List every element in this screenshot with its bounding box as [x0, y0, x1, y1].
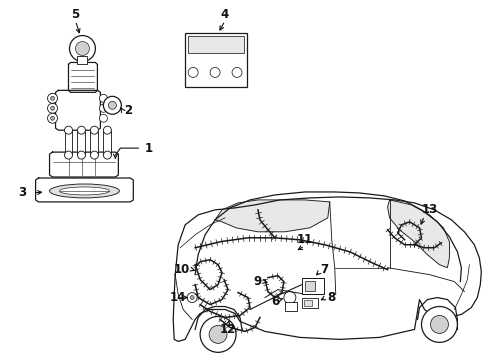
Text: 2: 2 — [124, 104, 132, 117]
Text: 5: 5 — [72, 8, 79, 21]
Circle shape — [70, 36, 96, 62]
Circle shape — [232, 67, 242, 77]
Circle shape — [210, 67, 220, 77]
Text: 14: 14 — [170, 291, 186, 304]
Circle shape — [103, 126, 111, 134]
Circle shape — [65, 126, 73, 134]
Circle shape — [48, 113, 57, 123]
Circle shape — [187, 293, 197, 302]
Bar — [77, 130, 85, 155]
Bar — [77, 57, 87, 64]
Circle shape — [431, 315, 448, 333]
Circle shape — [188, 67, 198, 77]
Circle shape — [99, 94, 107, 102]
Circle shape — [421, 306, 457, 342]
Ellipse shape — [49, 184, 120, 198]
Text: 7: 7 — [321, 263, 329, 276]
Circle shape — [200, 316, 236, 352]
Circle shape — [190, 296, 194, 300]
Circle shape — [50, 106, 54, 110]
Bar — [185, 32, 247, 87]
Polygon shape — [49, 152, 119, 177]
Bar — [188, 36, 244, 54]
Bar — [285, 302, 297, 311]
Bar — [302, 278, 324, 293]
Circle shape — [91, 151, 98, 159]
Circle shape — [77, 126, 85, 134]
Polygon shape — [215, 200, 330, 232]
Text: 13: 13 — [421, 203, 438, 216]
Text: 9: 9 — [254, 275, 262, 288]
Text: 4: 4 — [221, 8, 229, 21]
Circle shape — [48, 93, 57, 103]
Text: 11: 11 — [297, 233, 313, 246]
Circle shape — [99, 104, 107, 112]
Text: 1: 1 — [144, 141, 152, 155]
Polygon shape — [388, 200, 449, 268]
Circle shape — [50, 96, 54, 100]
Text: 8: 8 — [328, 291, 336, 304]
Bar — [305, 280, 315, 291]
Polygon shape — [36, 178, 133, 202]
Ellipse shape — [59, 187, 109, 195]
Circle shape — [50, 116, 54, 120]
Circle shape — [77, 151, 85, 159]
Circle shape — [48, 103, 57, 113]
Text: 10: 10 — [174, 263, 190, 276]
Circle shape — [99, 114, 107, 122]
Text: 12: 12 — [220, 323, 236, 336]
Bar — [91, 130, 98, 155]
Circle shape — [103, 151, 111, 159]
Text: 3: 3 — [19, 186, 26, 199]
Circle shape — [91, 126, 98, 134]
Circle shape — [108, 101, 116, 109]
Polygon shape — [173, 197, 481, 341]
Circle shape — [103, 96, 122, 114]
Bar — [302, 298, 318, 307]
Circle shape — [65, 151, 73, 159]
Circle shape — [75, 41, 90, 55]
Circle shape — [209, 325, 227, 343]
Bar — [65, 130, 73, 155]
Text: 6: 6 — [271, 295, 279, 308]
Circle shape — [284, 292, 296, 303]
Bar — [103, 130, 111, 155]
Bar — [304, 300, 312, 306]
